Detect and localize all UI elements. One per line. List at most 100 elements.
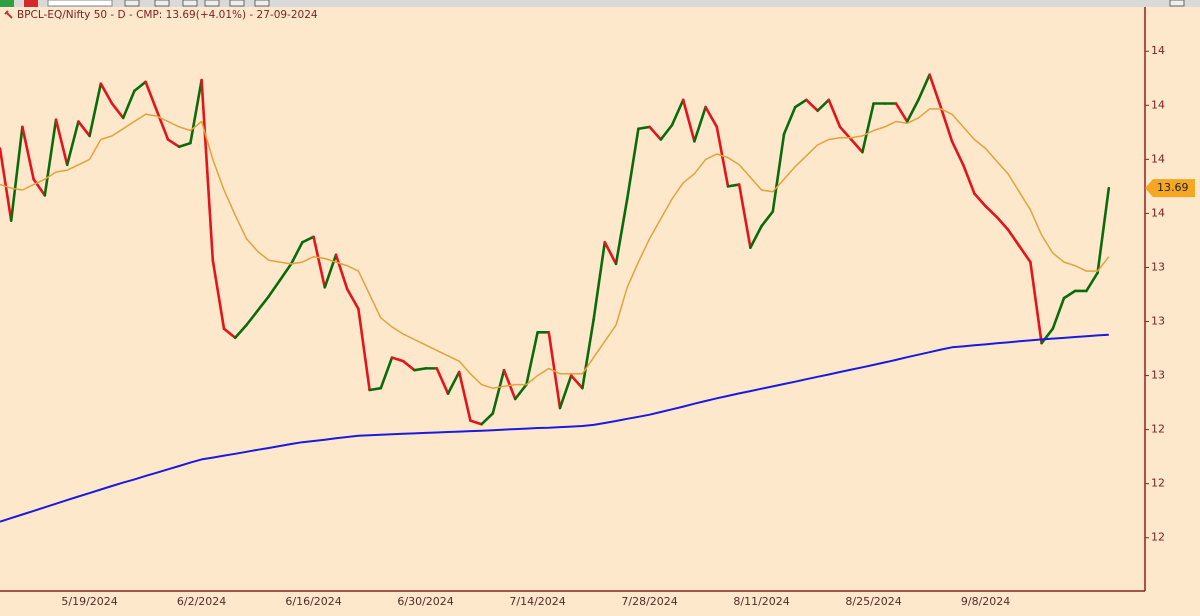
price-segment bbox=[177, 141, 192, 149]
y-tick-label: 14 bbox=[1151, 152, 1165, 165]
toolbar-button[interactable] bbox=[204, 0, 220, 7]
price-segment bbox=[121, 89, 136, 120]
price-segment bbox=[592, 240, 607, 322]
price-segment bbox=[816, 98, 831, 113]
price-segment bbox=[301, 235, 315, 244]
price-segment bbox=[625, 127, 640, 201]
price-segment bbox=[469, 419, 483, 426]
price-segment bbox=[1006, 228, 1021, 248]
price-segment bbox=[379, 356, 394, 390]
toolbar-button[interactable] bbox=[1169, 0, 1185, 7]
price-segment bbox=[603, 240, 618, 266]
price-segment bbox=[805, 98, 819, 113]
toolbar-button[interactable] bbox=[254, 0, 270, 7]
price-segment bbox=[894, 102, 909, 123]
price-segment bbox=[569, 374, 584, 390]
x-tick-label: 5/19/2024 bbox=[61, 595, 117, 608]
price-segment bbox=[1096, 186, 1111, 275]
price-segment bbox=[861, 102, 875, 154]
price-segment bbox=[659, 123, 674, 141]
y-tick-label: 14 bbox=[1151, 44, 1165, 57]
y-tick-label: 13 bbox=[1151, 260, 1165, 273]
price-segment bbox=[905, 98, 920, 123]
price-segment bbox=[928, 73, 943, 109]
price-segment bbox=[558, 374, 573, 410]
price-segment bbox=[233, 323, 248, 340]
price-segment bbox=[155, 109, 170, 141]
price-segment bbox=[457, 370, 472, 422]
toolbar bbox=[0, 0, 1200, 7]
toolbar-button[interactable] bbox=[0, 0, 14, 7]
y-tick-label: 14 bbox=[1151, 206, 1165, 219]
price-segment bbox=[200, 78, 215, 262]
price-segment bbox=[435, 367, 450, 395]
toolbar-button[interactable] bbox=[154, 0, 170, 7]
price-segment bbox=[749, 224, 763, 249]
price-segment bbox=[480, 412, 495, 426]
price-segment bbox=[222, 327, 237, 340]
price-segment bbox=[760, 210, 775, 228]
average-line bbox=[0, 333, 1109, 523]
y-tick-label: 14 bbox=[1151, 98, 1165, 111]
price-segment bbox=[681, 98, 696, 143]
price-segment bbox=[973, 192, 987, 208]
price-segment bbox=[693, 105, 707, 143]
price-segment bbox=[614, 197, 629, 266]
price-segment bbox=[715, 125, 730, 188]
y-tick-label: 12 bbox=[1151, 423, 1165, 436]
price-segment bbox=[323, 253, 338, 289]
price-segment bbox=[166, 138, 181, 149]
price-segment bbox=[793, 98, 808, 109]
price-segment bbox=[267, 278, 282, 298]
price-segment bbox=[32, 177, 47, 197]
price-segment bbox=[211, 258, 226, 331]
plot bbox=[0, 73, 1111, 523]
price-segment bbox=[1017, 244, 1032, 264]
price-segment bbox=[581, 318, 595, 390]
x-tick-label: 6/30/2024 bbox=[397, 595, 453, 608]
price-segment bbox=[547, 331, 562, 410]
price-segment bbox=[984, 204, 999, 219]
price-segment bbox=[950, 140, 965, 167]
toolbar-button[interactable] bbox=[229, 0, 245, 7]
price-segment bbox=[357, 307, 371, 392]
price-segment bbox=[1085, 271, 1099, 293]
toolbar-button[interactable] bbox=[124, 0, 140, 7]
price-segment bbox=[390, 356, 405, 363]
toolbar-button[interactable] bbox=[182, 0, 198, 7]
price-segment bbox=[133, 80, 147, 93]
price-segment bbox=[637, 125, 651, 131]
price-segment bbox=[345, 287, 360, 311]
price-segment bbox=[704, 105, 719, 129]
price-segment bbox=[1029, 260, 1043, 345]
y-tick-label: 13 bbox=[1151, 315, 1165, 328]
price-segment bbox=[849, 138, 864, 154]
price-segment bbox=[1062, 289, 1077, 300]
price-segment bbox=[513, 383, 528, 401]
price-segment bbox=[110, 102, 125, 120]
price-segment bbox=[65, 120, 80, 167]
x-tick-label: 8/11/2024 bbox=[733, 595, 789, 608]
price-segment bbox=[1051, 296, 1066, 331]
toolbar-button[interactable] bbox=[24, 0, 38, 7]
price-segment bbox=[312, 235, 327, 289]
toolbar-input[interactable] bbox=[47, 0, 113, 7]
price-segment bbox=[917, 73, 931, 102]
price-segment bbox=[771, 132, 786, 213]
price-segment bbox=[9, 125, 24, 222]
price-segment bbox=[77, 120, 91, 138]
price-segment bbox=[334, 253, 349, 291]
y-tick-label: 13 bbox=[1151, 369, 1165, 382]
average-line bbox=[0, 108, 1110, 389]
last-value-tag bbox=[1145, 179, 1195, 198]
price-segment bbox=[289, 240, 304, 266]
price-segment bbox=[43, 118, 58, 197]
last-value-label: 13.69 bbox=[1157, 181, 1189, 194]
price-segment bbox=[0, 147, 13, 222]
price-segment bbox=[525, 331, 539, 386]
price-segment bbox=[446, 370, 461, 395]
x-tick-label: 7/14/2024 bbox=[509, 595, 565, 608]
